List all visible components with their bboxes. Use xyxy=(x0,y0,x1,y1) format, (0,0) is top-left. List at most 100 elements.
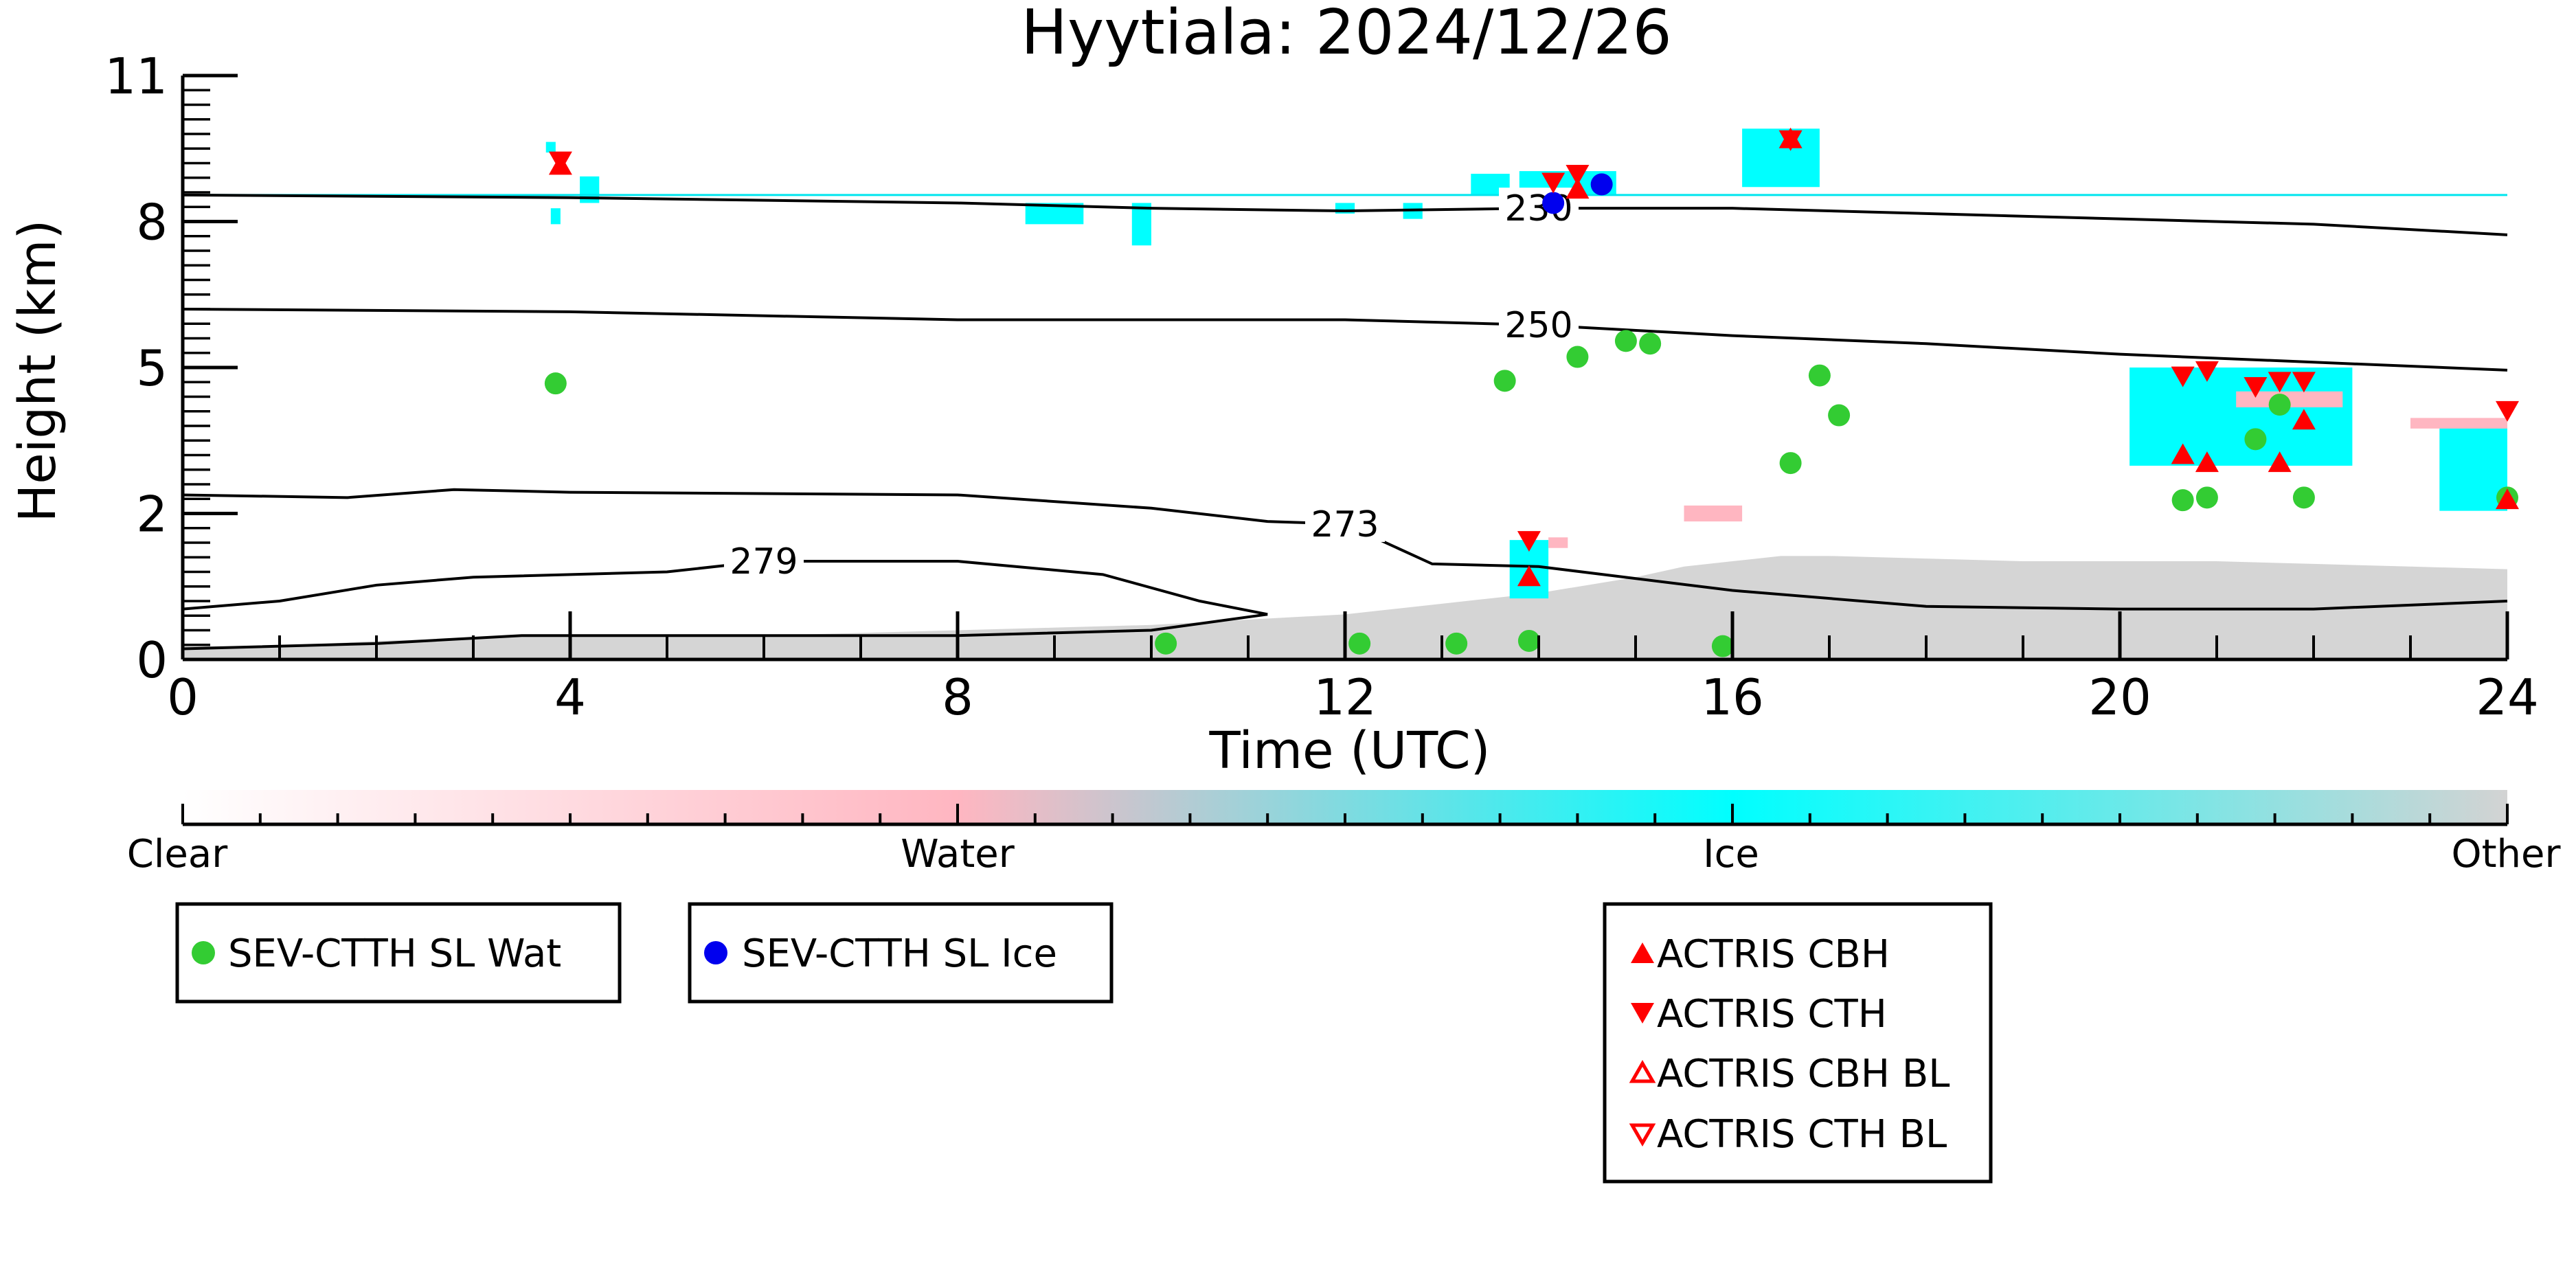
cloud-region-ice xyxy=(2439,426,2507,511)
x-tick-label-0: 0 xyxy=(167,668,199,726)
contour-label-273: 273 xyxy=(1311,504,1379,545)
marker-sev-ctth-sl-wat xyxy=(2195,486,2218,509)
marker-sev-ctth-sl-wat xyxy=(1808,364,1831,387)
y-tick-label-0: 0 xyxy=(136,631,168,689)
marker-sev-ctth-sl-wat xyxy=(1155,632,1177,655)
contour-label-230: 230 xyxy=(1504,188,1572,229)
legend-sev-ice: SEV-CTTH SL Ice xyxy=(688,902,1114,1004)
marker-actris-cbh xyxy=(2268,451,2292,473)
marker-sev-ctth-sl-wat xyxy=(2244,428,2267,451)
marker-sev-ctth-sl-wat xyxy=(1614,330,1637,352)
legend-label: ACTRIS CTH BL xyxy=(1657,1112,1947,1157)
blue-circle-marker-icon xyxy=(704,941,727,964)
plot-area: 230 250 273 279 0 4 8 12 16 20 24 0 2 5 8 11 xyxy=(104,47,2538,726)
cloud-region-ice xyxy=(2129,368,2353,466)
marker-actris-cth xyxy=(2244,377,2268,398)
colorbar-ticks xyxy=(181,804,2509,826)
marker-actris-cbh xyxy=(2292,409,2316,430)
triangle-up-open-marker-icon xyxy=(1629,1059,1656,1083)
marker-actris-cth xyxy=(2268,372,2292,393)
temperature-contours: 230 250 273 279 xyxy=(182,188,2508,651)
y-tick-label-2: 2 xyxy=(136,486,168,543)
marker-sev-ctth-sl-ice xyxy=(1590,173,1613,196)
y-tick-label-11: 11 xyxy=(104,47,168,105)
cloud-region-water xyxy=(2236,391,2343,407)
colorbar-label-ice: Ice xyxy=(1703,832,1759,877)
y-tick-label-5: 5 xyxy=(136,339,168,397)
legend-label: SEV-CTTH SL Ice xyxy=(742,931,1057,976)
x-tick-label-20: 20 xyxy=(2088,668,2151,726)
marker-actris-cbh xyxy=(1566,178,1590,199)
marker-actris-cth xyxy=(2292,372,2316,393)
triangle-up-marker-icon xyxy=(1631,942,1654,963)
legend-label: SEV-CTTH SL Wat xyxy=(228,931,561,976)
legend-label: ACTRIS CBH xyxy=(1657,932,1890,977)
data-markers xyxy=(544,127,2519,657)
other-shading xyxy=(183,556,2507,659)
marker-actris-cbh xyxy=(2496,488,2519,510)
legend-sev-wat: SEV-CTTH SL Wat xyxy=(175,902,622,1004)
colorbar-label-water: Water xyxy=(901,832,1015,877)
axes: 0 4 8 12 16 20 24 0 2 5 8 11 xyxy=(104,47,2538,726)
marker-sev-ctth-sl-wat xyxy=(544,372,567,395)
legend-box xyxy=(1603,902,1993,1184)
x-tick-label-16: 16 xyxy=(1701,668,1764,726)
contour-label-bg xyxy=(1499,304,1579,343)
cloud-region-ice xyxy=(1742,128,1820,188)
marker-sev-ctth-sl-wat xyxy=(1566,346,1589,368)
legend-box xyxy=(688,902,1114,1004)
marker-sev-ctth-sl-wat xyxy=(1493,370,1516,392)
contour-label-bg xyxy=(1305,503,1385,542)
colorbar: Clear Water Ice Other xyxy=(127,790,2561,877)
contour-label-bg xyxy=(724,541,804,580)
legend-label: ACTRIS CTH xyxy=(1657,992,1887,1037)
marker-sev-ctth-sl-wat xyxy=(1828,404,1851,427)
marker-sev-ctth-sl-wat xyxy=(2292,486,2315,509)
marker-actris-cth xyxy=(1778,130,1803,151)
cloud-region-water xyxy=(2410,418,2507,429)
colorbar-label-clear: Clear xyxy=(127,832,228,877)
x-tick-label-24: 24 xyxy=(2476,668,2539,726)
triangle-down-marker-icon xyxy=(1631,1003,1654,1024)
x-tick-label-12: 12 xyxy=(1313,668,1377,726)
marker-actris-cbh xyxy=(2171,443,2195,464)
contour-label-250: 250 xyxy=(1504,305,1572,346)
cloud-region-ice xyxy=(545,142,556,153)
marker-actris-cbh xyxy=(1517,565,1541,587)
marker-actris-cth xyxy=(1541,172,1566,194)
y-tick-label-8: 8 xyxy=(136,194,168,251)
marker-sev-ctth-sl-ice xyxy=(1542,192,1565,214)
y-axis-label: Height (km) xyxy=(8,220,67,523)
x-tick-label-8: 8 xyxy=(942,668,973,726)
marker-sev-ctth-sl-wat xyxy=(2268,394,2291,416)
contour-line-279 xyxy=(182,560,1268,616)
marker-actris-cth xyxy=(1517,531,1541,552)
marker-sev-ctth-sl-wat xyxy=(1445,632,1468,655)
marker-actris-cth xyxy=(2171,366,2195,387)
marker-actris-cth xyxy=(2496,400,2519,422)
legend-box xyxy=(175,902,622,1004)
cloud-region-ice xyxy=(550,208,561,225)
green-circle-marker-icon xyxy=(192,941,215,964)
contour-label-bg xyxy=(1499,188,1579,227)
chart-title: Hyytiala: 2024/12/26 xyxy=(1021,0,1671,69)
marker-sev-ctth-sl-wat xyxy=(1517,629,1540,652)
marker-actris-cth xyxy=(1566,164,1590,185)
x-tick-label-4: 4 xyxy=(554,668,586,726)
marker-sev-ctth-sl-wat xyxy=(1348,632,1371,655)
legend-actris: ACTRIS CBH ACTRIS CTH ACTRIS CBH BL ACTR… xyxy=(1603,902,1993,1184)
marker-actris-cth xyxy=(548,151,572,172)
cloud-region-ice xyxy=(1131,203,1151,246)
cloud-region-water xyxy=(1684,505,1743,522)
marker-sev-ctth-sl-wat xyxy=(1711,635,1734,657)
marker-sev-ctth-sl-wat xyxy=(1639,332,1662,355)
marker-actris-cth xyxy=(2195,361,2219,382)
x-axis-label: Time (UTC) xyxy=(1208,721,1490,780)
contour-label-279: 279 xyxy=(730,541,798,583)
marker-sev-ctth-sl-wat xyxy=(1779,452,1802,475)
marker-actris-cbh xyxy=(2195,451,2219,473)
colorbar-label-other: Other xyxy=(2451,832,2561,877)
legend-label: ACTRIS CBH BL xyxy=(1657,1052,1950,1096)
other-profile-area xyxy=(183,556,2507,659)
